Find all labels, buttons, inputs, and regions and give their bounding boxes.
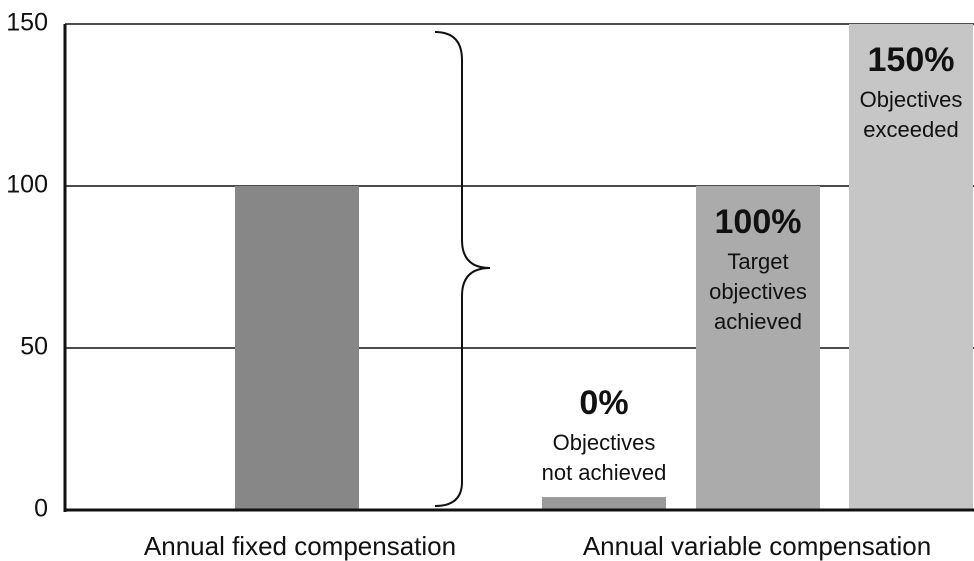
bar-note: not achieved	[542, 460, 667, 485]
bar-label: 150%	[868, 41, 955, 79]
y-tick-label: 50	[20, 333, 48, 361]
bar-note: exceeded	[863, 117, 958, 142]
bar-note: Objectives	[553, 430, 656, 455]
bar-note: Target	[727, 249, 788, 274]
bar-note: achieved	[714, 309, 802, 334]
group-label: Annual variable compensation	[583, 531, 931, 561]
bar	[696, 186, 820, 510]
bar-label: 0%	[579, 384, 628, 422]
brace	[434, 31, 491, 507]
bar-note: objectives	[709, 279, 807, 304]
y-tick-label: 150	[6, 9, 48, 37]
bar	[542, 497, 666, 510]
y-tick-label: 100	[6, 171, 48, 199]
bar	[235, 186, 359, 510]
y-tick-label: 0	[34, 495, 48, 523]
bar-label: 100%	[715, 203, 802, 241]
group-label: Annual fixed compensation	[144, 531, 456, 561]
bar-note: Objectives	[860, 87, 963, 112]
bar	[849, 24, 973, 510]
